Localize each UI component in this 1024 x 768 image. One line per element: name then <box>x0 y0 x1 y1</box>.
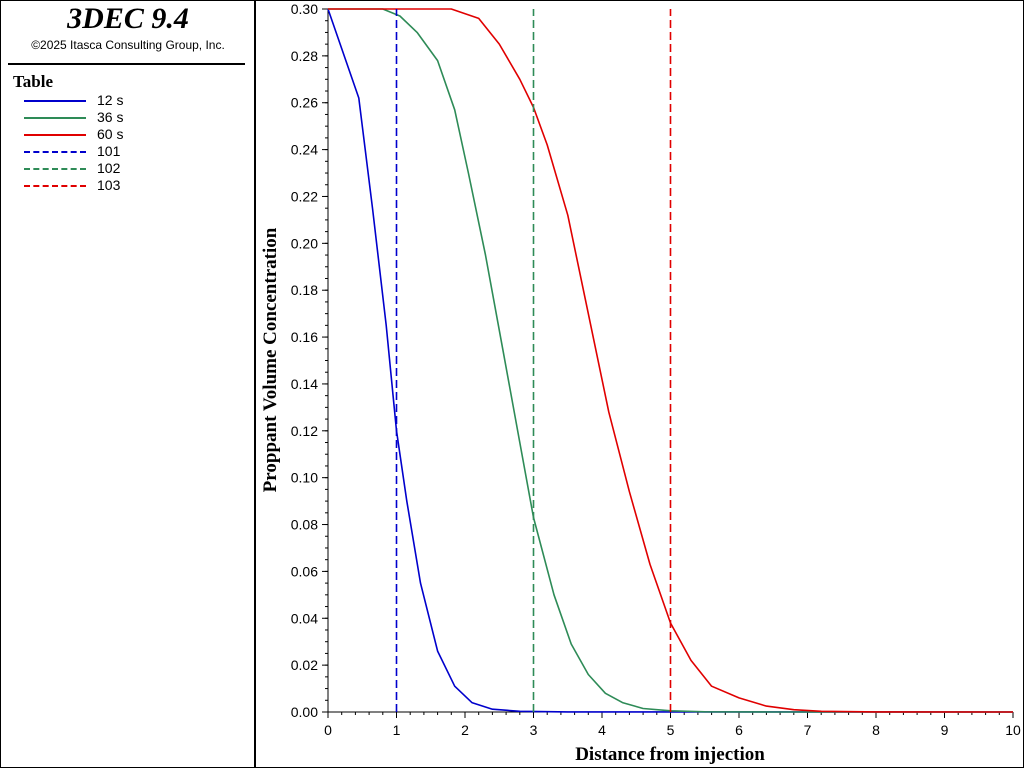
legend-label: 36 s <box>97 109 124 125</box>
legend-panel: 3DEC 9.4 ©2025 Itasca Consulting Group, … <box>0 0 256 768</box>
legend-item: 101 <box>0 143 250 160</box>
y-tick-label: 0.26 <box>291 95 318 111</box>
legend-label: 101 <box>97 143 121 159</box>
y-tick-label: 0.20 <box>291 235 318 251</box>
x-tick-label: 6 <box>735 722 743 738</box>
y-tick-label: 0.06 <box>291 563 318 579</box>
x-tick-label: 10 <box>1005 722 1021 738</box>
y-tick-label: 0.00 <box>291 704 318 720</box>
y-tick-label: 0.16 <box>291 329 318 345</box>
x-tick-label: 8 <box>872 722 880 738</box>
x-tick-label: 2 <box>461 722 469 738</box>
legend-swatch <box>24 134 86 136</box>
legend-title: Table <box>13 72 54 91</box>
panel-divider <box>8 63 245 65</box>
legend-label: 12 s <box>97 92 124 108</box>
y-tick-label: 0.18 <box>291 282 318 298</box>
x-tick-label: 1 <box>393 722 401 738</box>
legend-label: 60 s <box>97 126 124 142</box>
y-tick-label: 0.28 <box>291 48 318 64</box>
legend-swatch <box>24 151 86 153</box>
series-line-60-s <box>328 8 1014 713</box>
legend-item: 12 s <box>0 92 250 109</box>
series-line-12-s <box>327 8 1014 713</box>
y-axis-label: Proppant Volume Concentration <box>260 227 281 492</box>
legend-swatch <box>24 168 86 170</box>
legend-swatch <box>24 100 86 102</box>
x-tick-label: 0 <box>324 722 332 738</box>
y-tick-label: 0.10 <box>291 470 318 486</box>
x-axis-label: Distance from injection <box>575 744 765 765</box>
x-tick-label: 3 <box>530 722 538 738</box>
y-tick-label: 0.14 <box>291 376 318 392</box>
legend-item: 36 s <box>0 109 250 126</box>
legend-item: 102 <box>0 160 250 177</box>
y-tick-label: 0.22 <box>291 188 318 204</box>
legend-swatch <box>24 117 86 119</box>
y-tick-label: 0.08 <box>291 517 318 533</box>
app-title: 3DEC 9.4 <box>67 2 189 35</box>
y-tick-label: 0.24 <box>291 142 318 158</box>
x-tick-label: 4 <box>598 722 606 738</box>
copyright-text: ©2025 Itasca Consulting Group, Inc. <box>31 38 225 52</box>
legend-item: 60 s <box>0 126 250 143</box>
x-tick-label: 5 <box>667 722 675 738</box>
y-tick-label: 0.02 <box>291 657 318 673</box>
legend-swatch <box>24 185 86 187</box>
y-tick-label: 0.30 <box>291 1 318 17</box>
legend-item: 103 <box>0 177 250 194</box>
x-tick-label: 9 <box>941 722 949 738</box>
y-tick-label: 0.04 <box>291 610 318 626</box>
y-tick-label: 0.12 <box>291 423 318 439</box>
legend-label: 103 <box>97 177 121 193</box>
x-tick-label: 7 <box>804 722 812 738</box>
legend-label: 102 <box>97 160 121 176</box>
